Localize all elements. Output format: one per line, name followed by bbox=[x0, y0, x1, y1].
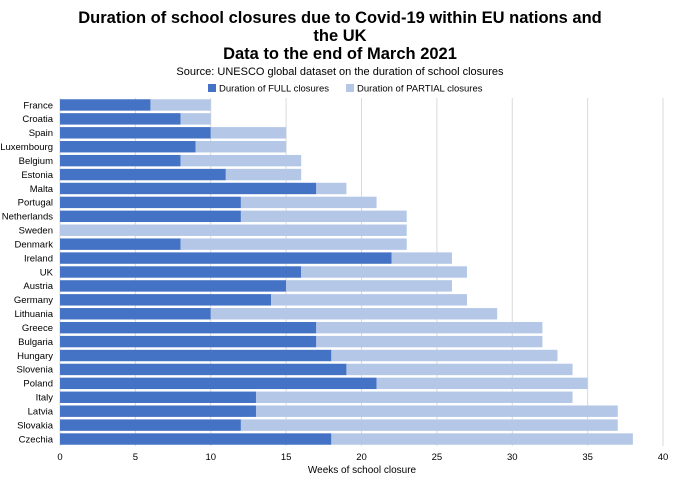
x-tick-label: 35 bbox=[582, 452, 593, 463]
bar-lithuania-full bbox=[60, 308, 211, 320]
bar-poland-partial bbox=[376, 377, 588, 390]
bar-latvia-full bbox=[60, 405, 256, 417]
x-tick-label: 0 bbox=[57, 452, 62, 463]
x-tick-label: 15 bbox=[281, 452, 292, 463]
bar-czechia-partial bbox=[331, 433, 633, 445]
bar-lithuania-partial bbox=[210, 308, 498, 320]
bar-malta-full bbox=[60, 182, 317, 195]
category-label-netherlands: Netherlands bbox=[2, 212, 53, 223]
x-tick-label: 30 bbox=[507, 452, 518, 463]
bar-slovenia-full bbox=[60, 363, 347, 376]
bar-croatia-partial bbox=[180, 113, 211, 125]
category-label-uk: UK bbox=[40, 267, 54, 278]
bar-croatia-full bbox=[60, 113, 181, 125]
bar-latvia-partial bbox=[255, 405, 618, 417]
category-label-france: France bbox=[23, 100, 53, 111]
bar-greece-full bbox=[60, 321, 317, 334]
chart-title-line-2: the UK bbox=[313, 27, 366, 45]
x-tick-label: 40 bbox=[658, 452, 669, 463]
chart-title-line-1: Duration of school closures due to Covid… bbox=[78, 9, 601, 27]
x-tick-label: 10 bbox=[205, 452, 216, 463]
category-label-slovakia: Slovakia bbox=[17, 420, 54, 431]
category-label-latvia: Latvia bbox=[28, 407, 54, 418]
chart-title: Duration of school closures due to Covid… bbox=[78, 9, 601, 63]
bar-bulgaria-partial bbox=[316, 335, 543, 348]
bar-belgium-partial bbox=[180, 154, 302, 167]
legend-swatch-partial bbox=[346, 84, 354, 92]
category-label-belgium: Belgium bbox=[19, 156, 53, 167]
bar-poland-full bbox=[60, 377, 377, 390]
legend: Duration of FULL closures Duration of PA… bbox=[208, 84, 483, 95]
bar-luxembourg-partial bbox=[195, 141, 287, 153]
bar-slovenia-partial bbox=[346, 363, 573, 376]
bar-bulgaria-full bbox=[60, 335, 317, 348]
bar-austria-full bbox=[60, 280, 287, 292]
category-label-spain: Spain bbox=[29, 128, 53, 139]
category-label-ireland: Ireland bbox=[24, 253, 53, 264]
category-label-estonia: Estonia bbox=[21, 170, 53, 181]
category-label-sweden: Sweden bbox=[19, 226, 53, 237]
bar-estonia-full bbox=[60, 168, 226, 181]
x-tick-label: 25 bbox=[432, 452, 443, 463]
chart-subtitle: Source: UNESCO global dataset on the dur… bbox=[176, 66, 504, 78]
bar-spain-partial bbox=[210, 127, 287, 139]
bar-uk-partial bbox=[301, 266, 468, 278]
bar-ireland-partial bbox=[391, 252, 452, 264]
bar-luxembourg-full bbox=[60, 141, 196, 153]
bar-estonia-partial bbox=[225, 168, 302, 181]
category-label-austria: Austria bbox=[23, 281, 53, 292]
category-label-hungary: Hungary bbox=[17, 351, 53, 362]
bar-slovakia-partial bbox=[240, 419, 618, 431]
bar-czechia-full bbox=[60, 433, 332, 445]
x-axis-title: Weeks of school closure bbox=[308, 465, 417, 476]
bar-slovakia-full bbox=[60, 419, 241, 431]
bar-portugal-full bbox=[60, 196, 241, 209]
x-tick-label: 20 bbox=[356, 452, 367, 463]
x-tick-label: 5 bbox=[133, 452, 138, 463]
bar-france-full bbox=[60, 99, 151, 111]
bar-portugal-partial bbox=[240, 196, 377, 209]
bar-spain-full bbox=[60, 127, 211, 139]
category-label-slovenia: Slovenia bbox=[17, 365, 54, 376]
bar-italy-partial bbox=[255, 391, 573, 403]
bar-germany-full bbox=[60, 294, 272, 306]
category-labels: France Croatia Spain Luxembourg Belgium Eston… bbox=[0, 100, 54, 445]
chart-title-line-3: Data to the end of March 2021 bbox=[223, 45, 457, 63]
bar-belgium-full bbox=[60, 154, 181, 167]
bar-denmark-full bbox=[60, 238, 181, 250]
category-label-malta: Malta bbox=[30, 184, 54, 195]
category-label-germany: Germany bbox=[14, 295, 53, 306]
bars bbox=[60, 99, 633, 445]
category-label-greece: Greece bbox=[22, 323, 53, 334]
legend-label-partial: Duration of PARTIAL closures bbox=[357, 84, 483, 95]
bar-ireland-full bbox=[60, 252, 392, 264]
category-label-portugal: Portugal bbox=[18, 198, 53, 209]
bar-germany-partial bbox=[271, 294, 468, 306]
category-label-croatia: Croatia bbox=[22, 114, 53, 125]
bar-hungary-partial bbox=[331, 349, 558, 362]
bar-greece-partial bbox=[316, 321, 543, 334]
legend-swatch-full bbox=[208, 84, 216, 92]
bar-hungary-full bbox=[60, 349, 332, 362]
bar-sweden-partial bbox=[60, 224, 407, 236]
category-label-italy: Italy bbox=[36, 393, 54, 404]
legend-label-full: Duration of FULL closures bbox=[219, 84, 329, 95]
category-label-denmark: Denmark bbox=[14, 239, 53, 250]
category-label-lithuania: Lithuania bbox=[14, 309, 53, 320]
category-label-luxembourg: Luxembourg bbox=[0, 142, 53, 153]
bar-austria-partial bbox=[286, 280, 452, 292]
bar-uk-full bbox=[60, 266, 302, 278]
bar-malta-partial bbox=[316, 182, 347, 195]
bar-italy-full bbox=[60, 391, 256, 403]
category-label-bulgaria: Bulgaria bbox=[18, 337, 54, 348]
bar-netherlands-partial bbox=[240, 210, 407, 223]
bar-france-partial bbox=[150, 99, 211, 111]
x-tick-labels: 0 5 10 15 20 25 30 35 40 bbox=[57, 452, 668, 463]
category-label-czechia: Czechia bbox=[19, 434, 54, 445]
bar-denmark-partial bbox=[180, 238, 407, 250]
category-label-poland: Poland bbox=[23, 379, 53, 390]
bar-netherlands-full bbox=[60, 210, 241, 223]
